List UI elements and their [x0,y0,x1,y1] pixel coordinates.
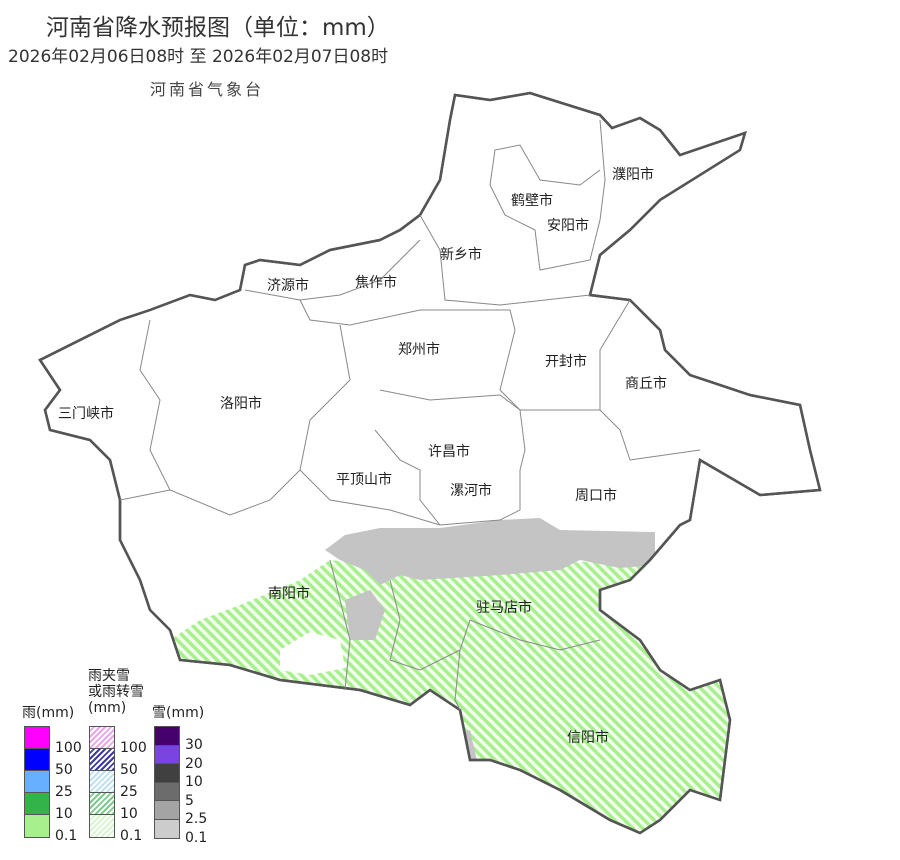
legend-rain-tick: 100 [55,740,82,756]
legend-mixed-swatch [90,749,114,771]
legend-rain-colorbar [24,726,50,838]
legend-rain-swatch [25,815,49,837]
rain-snow-mixed-area [170,560,760,833]
city-label-hebi: 鹤壁市 [511,192,553,209]
legend-mixed-title-line: 雨夹雪 [88,668,130,684]
city-label-zhoukou: 周口市 [575,487,617,504]
legend-mixed-swatch [90,771,114,793]
legend-mixed-tick: 25 [120,784,138,800]
legend-snow-swatch [155,764,179,783]
legend-snow-swatch [155,819,179,838]
legend-mixed-swatch [90,793,114,815]
city-label-luoyang: 洛阳市 [220,395,262,412]
city-label-jiyuan: 济源市 [267,277,309,294]
city-label-zhumadian: 驻马店市 [476,599,532,616]
legend-mixed-tick: 100 [120,740,147,756]
agency-name: 河南省气象台 [150,80,265,99]
legend-rain-swatch [25,727,49,749]
legend-snow-tick: 5 [185,792,194,809]
city-label-shangqiu: 商丘市 [625,375,667,392]
city-label-xuchang: 许昌市 [428,443,470,460]
white-gap-area [280,632,345,675]
legend-mixed-swatch [90,727,114,749]
legend-mixed-title: 雨夹雪 或雨转雪 (mm) [88,668,144,716]
legend-mixed-title-line: (mm) [88,700,127,716]
city-label-puyang: 濮阳市 [612,166,654,183]
city-label-anyang: 安阳市 [547,217,589,234]
legend-rain-tick: 25 [55,784,73,800]
province-border [38,91,822,835]
city-borders [119,119,701,711]
legend-snow-tick: 30 [185,737,203,753]
city-label-zhengzhou: 郑州市 [398,341,440,358]
legend-snow-tick: 10 [185,774,203,790]
legend-snow-tick: 2.5 [185,811,208,827]
legend-rain-tick: 50 [55,762,73,778]
legend-snow-swatch [155,782,179,801]
legend-snow-tick: 20 [185,755,203,772]
map-title: 河南省降水预报图（单位：mm） [46,15,390,41]
legend-rain-swatch [25,771,49,793]
city-label-xinyang: 信阳市 [567,729,609,746]
legend-snow-colorbar [154,726,180,839]
legend-rain-tick: 0.1 [55,828,78,844]
legend-rain-swatch [25,749,49,771]
legend-mixed-title-line: 或雨转雪 [88,684,144,700]
legend-rain-tick: 10 [55,806,73,822]
legend-mixed-tick: 0.1 [120,828,143,844]
legend-rain-swatch [25,793,49,815]
legend-mixed-swatch [90,815,114,837]
snow-area-small [345,590,385,640]
legend-snow-swatch [155,727,179,746]
legend-snow-swatch [155,801,179,820]
city-label-xinxiang: 新乡市 [440,246,482,263]
snow-area [325,518,655,585]
city-label-nanyang: 南阳市 [268,585,310,602]
legend-rain-title: 雨(mm) [22,705,75,721]
legend-snow-swatch [155,745,179,764]
city-label-luohe: 漯河市 [450,482,492,499]
forecast-period: 2026年02月06日08时 至 2026年02月07日08时 [8,47,389,67]
legend-mixed-tick: 10 [120,806,138,822]
legend-mixed-tick: 50 [120,762,138,778]
city-label-kaifeng: 开封市 [545,353,587,370]
city-label-jiaozuo: 焦作市 [355,274,397,291]
city-label-sanmenxia: 三门峡市 [58,405,114,422]
legend-snow-title: 雪(mm) [152,705,205,721]
legend-mixed-colorbar [89,726,115,838]
legend-snow-tick: 0.1 [185,829,208,846]
city-label-pingdingshan: 平顶山市 [336,471,392,488]
city-labels: 濮阳市 鹤壁市 安阳市 新乡市 济源市 焦作市 郑州市 开封市 商丘市 三门峡市… [58,166,667,746]
